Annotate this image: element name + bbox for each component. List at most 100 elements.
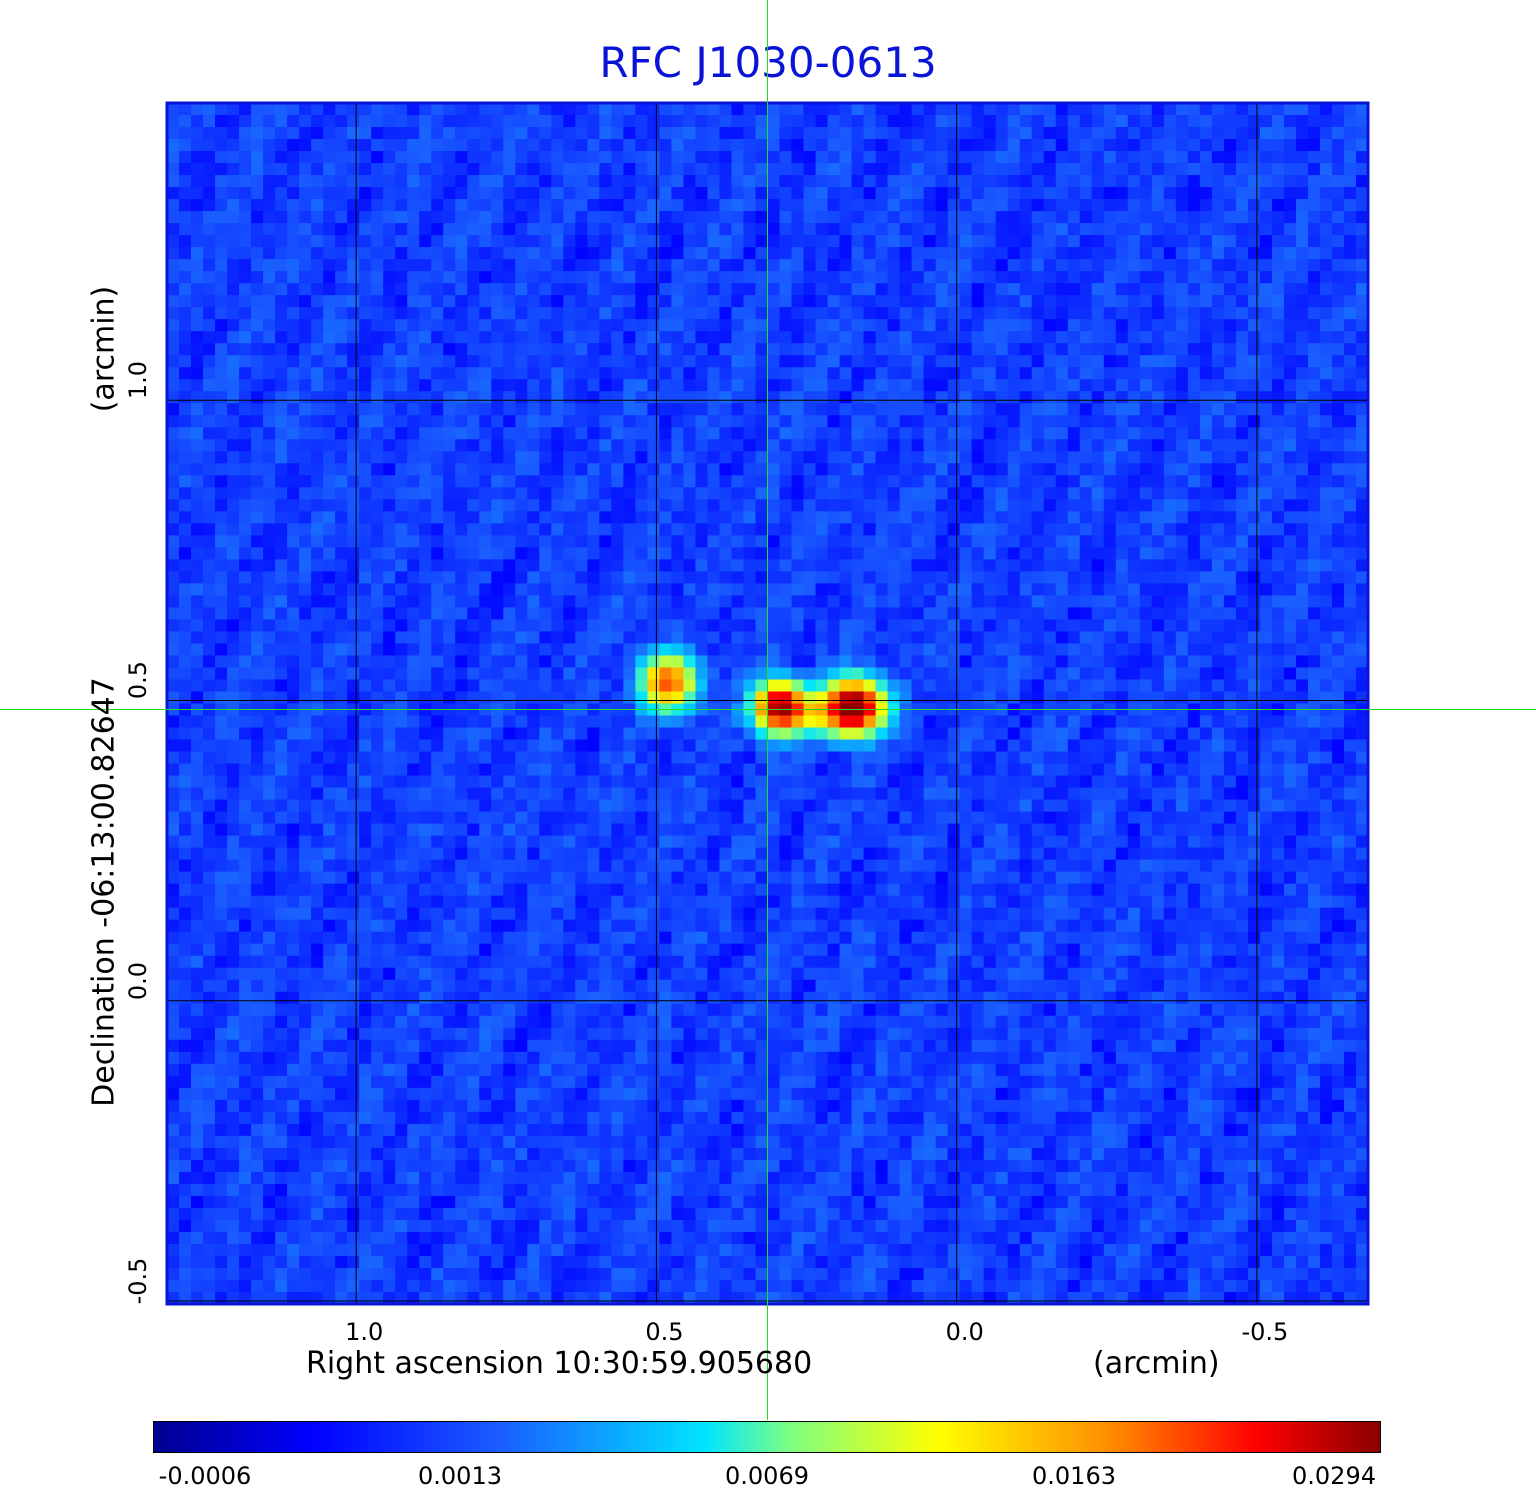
heatmap-cell <box>635 415 648 428</box>
heatmap-cell <box>407 175 420 188</box>
heatmap-cell <box>815 151 829 164</box>
heatmap-cell <box>1319 547 1333 560</box>
heatmap-cell <box>1031 295 1045 308</box>
heatmap-cell <box>1259 583 1273 597</box>
heatmap-cell <box>887 523 901 536</box>
heatmap-cell <box>671 535 685 548</box>
heatmap-cell <box>323 235 336 248</box>
heatmap-cell <box>383 559 396 572</box>
heatmap-cell <box>395 523 408 536</box>
heatmap-cell <box>911 439 925 452</box>
heatmap-cell <box>1079 247 1093 260</box>
heatmap-cell <box>863 487 877 500</box>
heatmap-cell <box>467 451 480 464</box>
heatmap-cell <box>527 571 540 584</box>
heatmap-cell <box>671 403 685 416</box>
heatmap-cell <box>947 631 961 645</box>
heatmap-cell <box>671 139 685 152</box>
heatmap-cell <box>1235 139 1249 152</box>
heatmap-cell <box>1055 583 1069 597</box>
heatmap-cell <box>707 223 721 236</box>
heatmap-cell <box>659 475 673 488</box>
heatmap-cell <box>623 115 636 128</box>
heatmap-cell <box>947 367 961 380</box>
heatmap-cell <box>1235 151 1249 164</box>
heatmap-cell <box>479 643 492 657</box>
heatmap-cell <box>695 367 709 380</box>
heatmap-cell <box>1163 139 1177 152</box>
heatmap-cell <box>1259 523 1273 536</box>
heatmap-cell <box>587 511 600 524</box>
heatmap-cell <box>1211 619 1225 633</box>
heatmap-cell <box>1247 175 1261 188</box>
heatmap-cell <box>827 151 841 164</box>
heatmap-cell <box>791 115 805 128</box>
heatmap-cell <box>1163 439 1177 452</box>
heatmap-cell <box>803 643 817 657</box>
heatmap-cell <box>863 391 877 404</box>
heatmap-cell <box>299 463 312 476</box>
heatmap-cell <box>491 247 504 260</box>
heatmap-cell <box>1151 175 1165 188</box>
heatmap-cell <box>791 151 805 164</box>
heatmap-cell <box>611 511 624 524</box>
heatmap-cell <box>575 535 588 548</box>
heatmap-cell <box>167 259 180 272</box>
heatmap-cell <box>563 487 576 500</box>
heatmap-cell <box>455 223 468 236</box>
heatmap-cell <box>767 151 781 164</box>
heatmap-cell <box>623 487 636 500</box>
heatmap-cell <box>1163 643 1177 657</box>
heatmap-cell <box>839 571 853 584</box>
heatmap-cell <box>683 211 697 224</box>
heatmap-cell <box>311 595 324 609</box>
heatmap-cell <box>431 667 444 681</box>
heatmap-cell <box>515 343 528 356</box>
heatmap-cell <box>1163 271 1177 284</box>
heatmap-cell <box>647 367 661 380</box>
heatmap-cell <box>995 247 1009 260</box>
heatmap-cell <box>263 475 276 488</box>
heatmap-cell <box>1055 487 1069 500</box>
heatmap-cell <box>539 367 552 380</box>
heatmap-cell <box>1187 295 1201 308</box>
heatmap-cell <box>1187 691 1201 705</box>
heatmap-cell <box>1163 619 1177 633</box>
heatmap-cell <box>503 259 516 272</box>
heatmap-cell <box>623 223 636 236</box>
heatmap-cell <box>611 307 624 320</box>
heatmap-cell <box>1223 271 1237 284</box>
heatmap-cell <box>1199 247 1213 260</box>
heatmap-cell <box>863 355 877 368</box>
heatmap-cell <box>347 127 360 140</box>
heatmap-cell <box>959 667 973 681</box>
heatmap-cell <box>815 259 829 272</box>
heatmap-cell <box>947 379 961 392</box>
heatmap-cell <box>923 175 937 188</box>
heatmap-cell <box>179 571 192 584</box>
heatmap-cell <box>695 343 709 356</box>
heatmap-cell <box>1043 643 1057 657</box>
heatmap-cell <box>359 391 372 404</box>
heatmap-cell <box>395 139 408 152</box>
heatmap-cell <box>191 655 204 669</box>
heatmap-cell <box>1091 571 1105 584</box>
heatmap-cell <box>455 631 468 645</box>
heatmap-cell <box>503 151 516 164</box>
heatmap-cell <box>1067 355 1081 368</box>
heatmap-cell <box>1343 679 1357 693</box>
heatmap-cell <box>407 511 420 524</box>
heatmap-cell <box>251 127 264 140</box>
heatmap-cell <box>407 271 420 284</box>
heatmap-cell <box>1271 187 1285 200</box>
heatmap-cell <box>911 643 925 657</box>
heatmap-cell <box>683 463 697 476</box>
heatmap-cell <box>275 691 288 705</box>
heatmap-cell <box>371 211 384 224</box>
heatmap-cell <box>887 559 901 572</box>
heatmap-cell <box>587 367 600 380</box>
heatmap-cell <box>395 403 408 416</box>
heatmap-cell <box>1319 607 1333 621</box>
heatmap-cell <box>1067 307 1081 320</box>
heatmap-cell <box>287 439 300 452</box>
